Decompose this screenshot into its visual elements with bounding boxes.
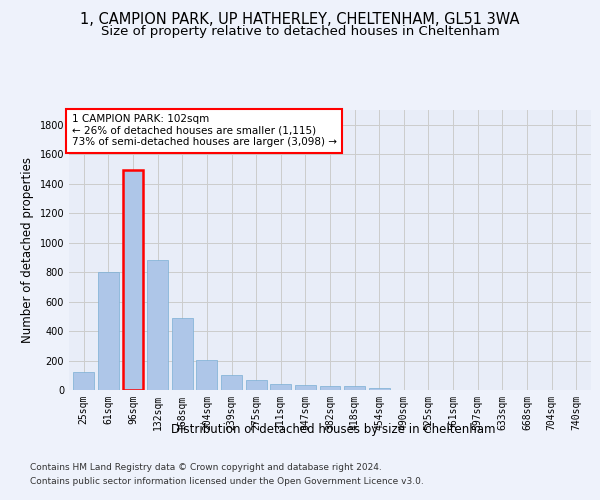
Bar (98, 272, 119, 390)
Text: Distribution of detached houses by size in Cheltenham: Distribution of detached houses by size … (171, 422, 495, 436)
Text: Size of property relative to detached houses in Cheltenham: Size of property relative to detached ho… (101, 25, 499, 38)
Bar (196, 360, 217, 390)
Bar (221, 374, 242, 390)
Bar (270, 384, 291, 390)
Text: Contains HM Land Registry data © Crown copyright and database right 2024.: Contains HM Land Registry data © Crown c… (30, 462, 382, 471)
Y-axis label: Number of detached properties: Number of detached properties (21, 157, 34, 343)
Text: 1 CAMPION PARK: 102sqm
← 26% of detached houses are smaller (1,115)
73% of semi-: 1 CAMPION PARK: 102sqm ← 26% of detached… (71, 114, 337, 148)
Bar (320, 386, 340, 390)
Bar (369, 388, 390, 390)
Bar (172, 318, 193, 390)
Bar (295, 385, 316, 390)
Bar (147, 260, 168, 390)
Bar (122, 170, 143, 390)
Bar (344, 386, 365, 390)
Text: 1, CAMPION PARK, UP HATHERLEY, CHELTENHAM, GL51 3WA: 1, CAMPION PARK, UP HATHERLEY, CHELTENHA… (80, 12, 520, 28)
Text: Contains public sector information licensed under the Open Government Licence v3: Contains public sector information licen… (30, 478, 424, 486)
Bar (245, 380, 266, 390)
Bar (73, 372, 94, 390)
